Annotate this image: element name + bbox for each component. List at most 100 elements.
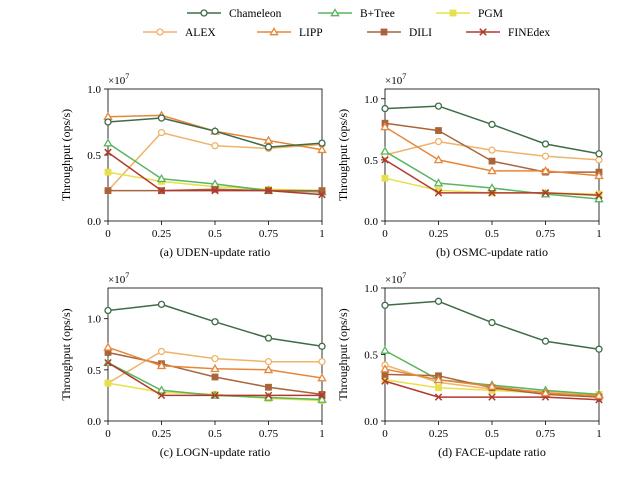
legend-item-alex: ALEX [143, 27, 216, 39]
x-tick-label: 0.25 [152, 428, 172, 440]
data-point [264, 143, 273, 151]
y-axis-label: Throughput (ops/s) [336, 308, 350, 400]
y-axis-multiplier: ×107 [385, 271, 406, 286]
data-point [381, 104, 389, 113]
data-point [434, 137, 443, 146]
x-axis-label: (d) FACE-update ratio [438, 445, 546, 459]
data-point [157, 186, 166, 195]
legend-marker-triangle [330, 8, 340, 17]
data-point [156, 173, 167, 183]
data-point [380, 146, 390, 155]
series-finedex [381, 156, 603, 200]
data-point [488, 393, 496, 401]
y-tick-label: 1.0 [364, 283, 378, 295]
legend-label: B+Tree [360, 8, 395, 20]
y-tick-label: 1.0 [87, 84, 101, 96]
data-point [104, 168, 112, 176]
y-axis-label: Throughput (ops/s) [59, 308, 73, 400]
legend-marker-square [449, 9, 457, 17]
data-point [104, 379, 112, 387]
data-point [541, 189, 550, 197]
x-tick-label: 0 [105, 228, 111, 240]
x-tick-label: 0 [382, 228, 388, 240]
data-point [595, 191, 603, 200]
data-point [157, 300, 166, 309]
data-point [156, 385, 167, 394]
data-point [487, 165, 497, 175]
legend-item-finedex: FINEdex [466, 27, 550, 39]
legend-marker-circle [200, 9, 208, 17]
y-tick-label: 0.5 [364, 350, 378, 362]
data-point [264, 334, 273, 342]
legend-item-b-tree: B+Tree [318, 8, 395, 20]
x-tick-label: 0.5 [485, 228, 499, 240]
y-tick-label: 1.0 [364, 94, 378, 106]
data-point [381, 377, 389, 385]
multiplier-base: ×10 [108, 274, 126, 286]
data-point [488, 318, 496, 327]
legend-item-dili: DILI [367, 27, 432, 39]
x-tick-label: 1 [596, 228, 602, 240]
data-point [434, 189, 443, 197]
legend: Chameleon B+Tree PGM ALEX LIPP DILI FINEdex [143, 8, 550, 39]
data-point [381, 156, 389, 164]
x-tick-label: 0.75 [536, 428, 556, 440]
x-tick-label: 0.25 [429, 228, 449, 240]
data-point [380, 345, 390, 354]
y-axis-multiplier: ×107 [108, 271, 129, 286]
data-point [433, 154, 444, 164]
y-tick-label: 0.0 [364, 416, 378, 428]
data-point [433, 374, 444, 384]
data-point [380, 121, 390, 131]
data-point [211, 127, 219, 135]
x-tick-label: 1 [596, 428, 602, 440]
legend-marker-square [380, 28, 388, 36]
data-point [595, 150, 603, 158]
y-tick-label: 0.0 [364, 216, 378, 228]
legend-item-pgm: PGM [436, 8, 503, 20]
x-tick-label: 0.5 [208, 228, 222, 240]
data-point [103, 138, 113, 147]
data-point [264, 391, 273, 400]
data-point [434, 393, 443, 401]
x-tick-label: 0.5 [485, 428, 499, 440]
chart-panel-c: 0 0.25 0.5 0.75 1 0.0 0.5 1.0 ×107 Throughput (op… [59, 271, 327, 459]
data-point [318, 190, 326, 199]
data-point [434, 102, 443, 110]
data-point [488, 146, 496, 154]
x-tick-label: 0.75 [259, 428, 279, 440]
chart-panel-d: 0 0.25 0.5 0.75 1 0.0 0.5 1.0 ×107 Throughput (op… [336, 271, 604, 459]
data-point [157, 128, 166, 137]
data-point [380, 364, 390, 373]
y-axis-label: Throughput (ops/s) [59, 109, 73, 201]
data-point [104, 118, 112, 126]
y-tick-label: 0.0 [87, 416, 101, 428]
data-point [487, 183, 497, 192]
legend-marker-triangle [269, 27, 279, 36]
data-point [264, 186, 273, 195]
x-tick-label: 0.5 [208, 428, 222, 440]
x-tick-label: 0 [105, 428, 111, 440]
data-point [488, 189, 496, 197]
multiplier-exponent: 7 [125, 72, 129, 81]
legend-label: ALEX [185, 27, 216, 39]
y-tick-label: 1.0 [87, 314, 101, 326]
data-point [211, 354, 219, 363]
plot-frame [384, 88, 600, 222]
x-tick-label: 1 [319, 228, 325, 240]
legend-label: LIPP [299, 27, 323, 39]
data-point [595, 156, 603, 164]
legend-label: DILI [409, 27, 432, 39]
data-point [541, 337, 550, 345]
data-point [487, 381, 497, 390]
data-point [594, 194, 604, 203]
data-point [317, 144, 327, 154]
data-point [317, 394, 327, 403]
x-tick-label: 0.75 [259, 228, 279, 240]
data-point [594, 170, 604, 180]
series-chameleon [381, 102, 603, 158]
x-tick-label: 1 [319, 428, 325, 440]
x-axis-label: (b) OSMC-update ratio [436, 245, 548, 259]
x-axis-label: (a) UDEN-update ratio [160, 245, 271, 259]
